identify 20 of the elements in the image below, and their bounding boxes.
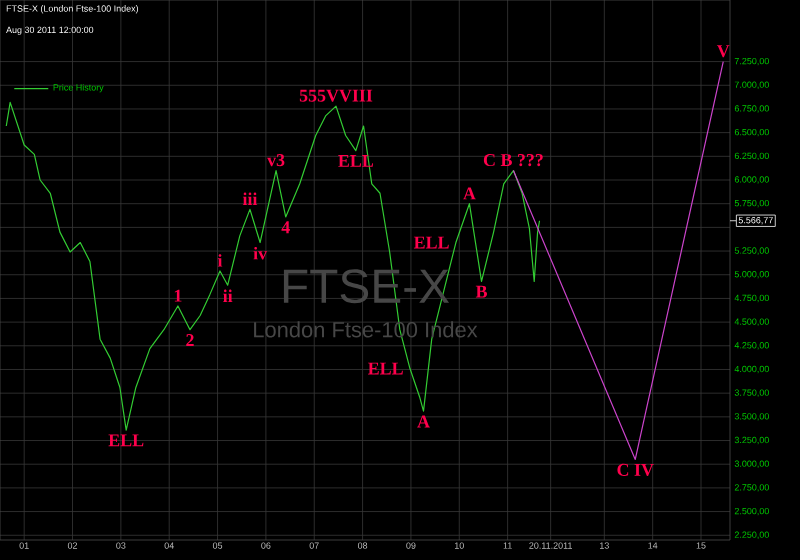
annotation: 1 [174,289,182,302]
annotation: 2 [186,334,194,346]
line-series [5,101,541,431]
annotation: v3 [267,154,285,167]
annotation: C B ??? [483,154,543,167]
annotation: iii [242,192,258,205]
annotation: ELL [338,155,374,167]
annotation: ELL [108,434,144,447]
annotation: V [716,45,730,58]
annotation: A [417,415,430,428]
annotation: ii [223,289,233,302]
annotation: B [475,285,487,298]
annotation: i [217,254,223,267]
annotation: C IV [617,463,654,477]
annotation: ELL [368,362,403,375]
annotation: 555VVIII [299,89,373,102]
annotation: iv [253,246,268,260]
annotation: 4 [281,221,290,234]
annotation: A [463,187,476,200]
annotation: ELL [413,236,449,249]
